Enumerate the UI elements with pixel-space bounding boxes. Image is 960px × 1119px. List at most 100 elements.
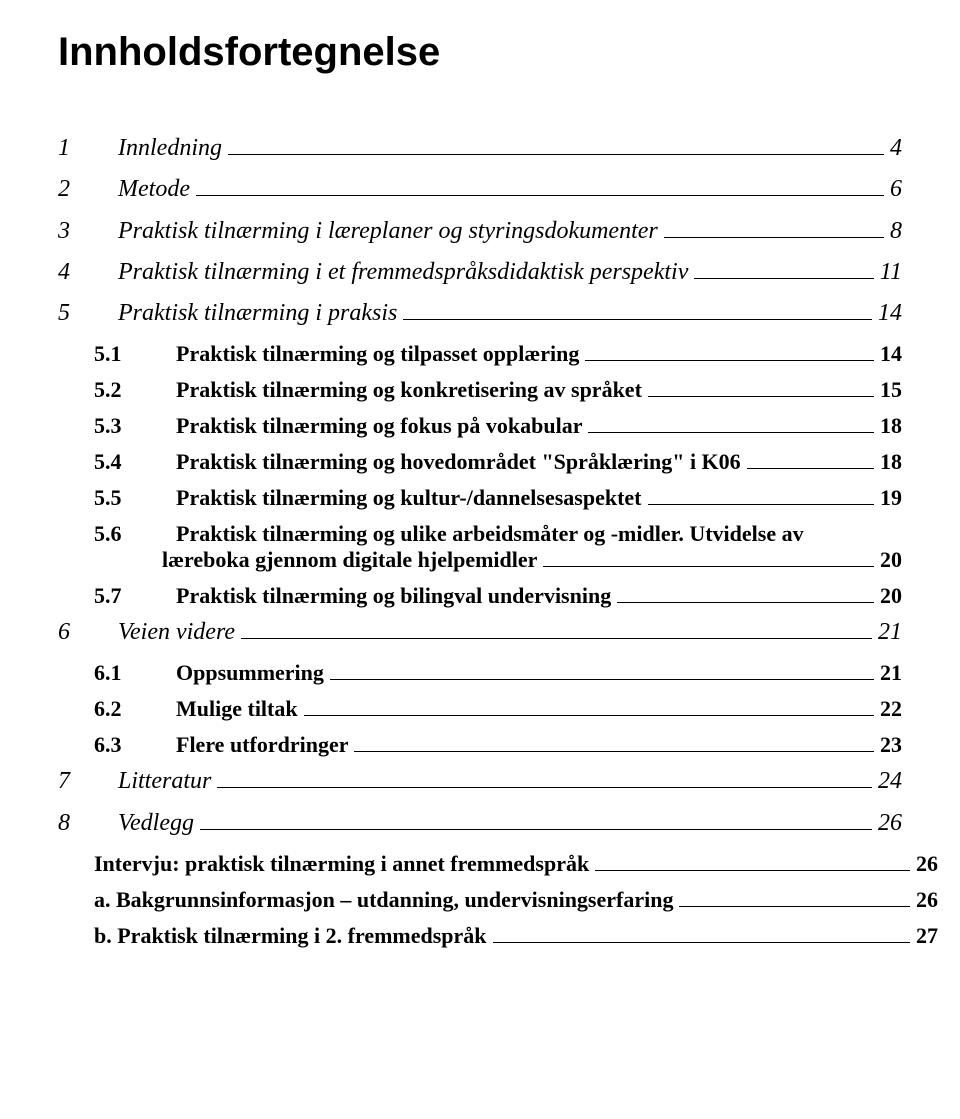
entry-number: 2 — [58, 176, 104, 203]
leader-line — [200, 809, 872, 829]
entry-label: Innledning — [118, 135, 222, 162]
toc-entry: b. Praktisk tilnærming i 2. fremmedspråk… — [58, 923, 938, 949]
toc-entry: 6.2Mulige tiltak22 — [58, 696, 902, 722]
entry-number: 7 — [58, 768, 104, 795]
toc-entry: 5.1Praktisk tilnærming og tilpasset oppl… — [58, 341, 902, 367]
leader-line — [228, 135, 884, 155]
toc-entry: 5.5 Praktisk tilnærming og kultur-/dannel… — [58, 485, 902, 511]
entry-label: Flere utfordringer — [176, 732, 348, 758]
entry-number: 5.7 — [58, 583, 162, 609]
toc-entry: 3 Praktisk tilnærming i læreplaner og sty… — [58, 217, 902, 244]
leader-line — [543, 548, 874, 567]
entry-page: 22 — [880, 696, 902, 722]
entry-page: 21 — [880, 660, 902, 686]
entry-number: 8 — [58, 810, 104, 837]
leader-line — [304, 698, 874, 717]
entry-number: 5.3 — [58, 413, 162, 439]
entry-label: Praktisk tilnærming og ulike arbeidsmåte… — [176, 521, 804, 547]
leader-line — [217, 768, 872, 788]
entry-page: 20 — [880, 547, 902, 573]
entry-label: Veien videre — [118, 619, 235, 646]
entry-page: 18 — [880, 449, 902, 475]
entry-page: 15 — [880, 377, 902, 403]
entry-label: Praktisk tilnærming og fokus på vokabula… — [176, 413, 582, 439]
entry-page: 21 — [878, 619, 902, 646]
toc-entry: Intervju: praktisk tilnærming i annet fr… — [58, 851, 938, 877]
toc-entry: a. Bakgrunnsinformasjon – utdanning, und… — [58, 887, 938, 913]
entry-number: 6.3 — [58, 732, 162, 758]
entry-label: Praktisk tilnærming og hovedområdet "Spr… — [176, 449, 741, 475]
entry-label: Praktisk tilnærming og bilingval undervi… — [176, 583, 611, 609]
document-page: Innholdsfortegnelse 1Innledning42Metode6… — [0, 0, 960, 1119]
entry-label: a. Bakgrunnsinformasjon – utdanning, und… — [94, 887, 673, 913]
toc-entry: 8 Vedlegg 26 — [58, 809, 902, 836]
entry-page: 26 — [878, 810, 902, 837]
entry-page: 6 — [890, 176, 902, 203]
toc-entry: 1Innledning4 — [58, 135, 902, 162]
entry-page: 14 — [880, 341, 902, 367]
leader-line — [617, 584, 874, 603]
toc-entry: 6 Veien videre 21 — [58, 619, 902, 646]
entry-label: Praktisk tilnærming i praksis — [118, 300, 397, 327]
entry-page: 18 — [880, 413, 902, 439]
table-of-contents: 1Innledning42Metode63Praktisk tilnærming… — [58, 135, 902, 949]
entry-number: 5 — [58, 300, 104, 327]
toc-entry: 4 Praktisk tilnærming i et fremmedspråksd… — [58, 259, 902, 286]
entry-label: læreboka gjennom digitale hjelpemidler — [162, 547, 537, 573]
entry-label: Praktisk tilnærming og kultur-/dannelses… — [176, 485, 642, 511]
leader-line — [648, 486, 874, 505]
leader-line — [648, 378, 874, 397]
leader-line — [664, 217, 884, 237]
entry-label: Vedlegg — [118, 810, 194, 837]
entry-label: Praktisk tilnærming og konkretisering av… — [176, 377, 642, 403]
entry-label: Oppsummering — [176, 660, 324, 686]
leader-line — [196, 176, 884, 196]
entry-label: Metode — [118, 176, 190, 203]
entry-number: 6.1 — [58, 660, 162, 686]
leader-line — [585, 342, 874, 361]
entry-label: Litteratur — [118, 768, 211, 795]
entry-page: 26 — [916, 851, 938, 877]
entry-page: 26 — [916, 887, 938, 913]
toc-entry: 5 Praktisk tilnærming i praksis 14 — [58, 300, 902, 327]
entry-number: 4 — [58, 259, 104, 286]
entry-page: 4 — [890, 135, 902, 162]
toc-entry: 5.4 Praktisk tilnærming og hovedområdet "… — [58, 449, 902, 475]
entry-page: 23 — [880, 732, 902, 758]
entry-label: Praktisk tilnærming i læreplaner og styr… — [118, 218, 658, 245]
entry-label: Praktisk tilnærming i et fremmedspråksdi… — [118, 259, 688, 286]
entry-number: 5.5 — [58, 485, 162, 511]
entry-page: 20 — [880, 583, 902, 609]
toc-entry: 6.3 Flere utfordringer 23 — [58, 732, 902, 758]
entry-label: Mulige tiltak — [176, 696, 298, 722]
entry-label: Intervju: praktisk tilnærming i annet fr… — [94, 851, 589, 877]
leader-line — [694, 259, 873, 279]
leader-line — [330, 662, 874, 681]
entry-page: 11 — [880, 259, 902, 286]
entry-number: 5.4 — [58, 449, 162, 475]
leader-line — [747, 450, 874, 469]
entry-page: 27 — [916, 923, 938, 949]
entry-label: b. Praktisk tilnærming i 2. fremmedspråk — [94, 923, 487, 949]
leader-line — [588, 414, 874, 433]
leader-line — [403, 300, 872, 320]
leader-line — [679, 888, 910, 907]
entry-number: 6 — [58, 619, 104, 646]
entry-page: 19 — [880, 485, 902, 511]
toc-entry: 5.3 Praktisk tilnærming og fokus på vokab… — [58, 413, 902, 439]
toc-entry: 5.6 Praktisk tilnærming og ulike arbeidsm… — [58, 521, 902, 573]
entry-number: 5.6 — [58, 521, 162, 547]
entry-page: 8 — [890, 218, 902, 245]
leader-line — [354, 734, 874, 753]
toc-entry: 2 Metode 6 — [58, 176, 902, 203]
entry-number: 3 — [58, 218, 104, 245]
page-title: Innholdsfortegnelse — [58, 30, 902, 75]
toc-entry: 5.2Praktisk tilnærming og konkretisering… — [58, 377, 902, 403]
entry-page: 14 — [878, 300, 902, 327]
toc-entry: 6.1 Oppsummering 21 — [58, 660, 902, 686]
toc-entry: 5.7 Praktisk tilnærming og bilingval unde… — [58, 583, 902, 609]
leader-line — [595, 852, 910, 871]
leader-line — [241, 619, 872, 639]
entry-number: 5.1 — [58, 341, 162, 367]
entry-page: 24 — [878, 768, 902, 795]
